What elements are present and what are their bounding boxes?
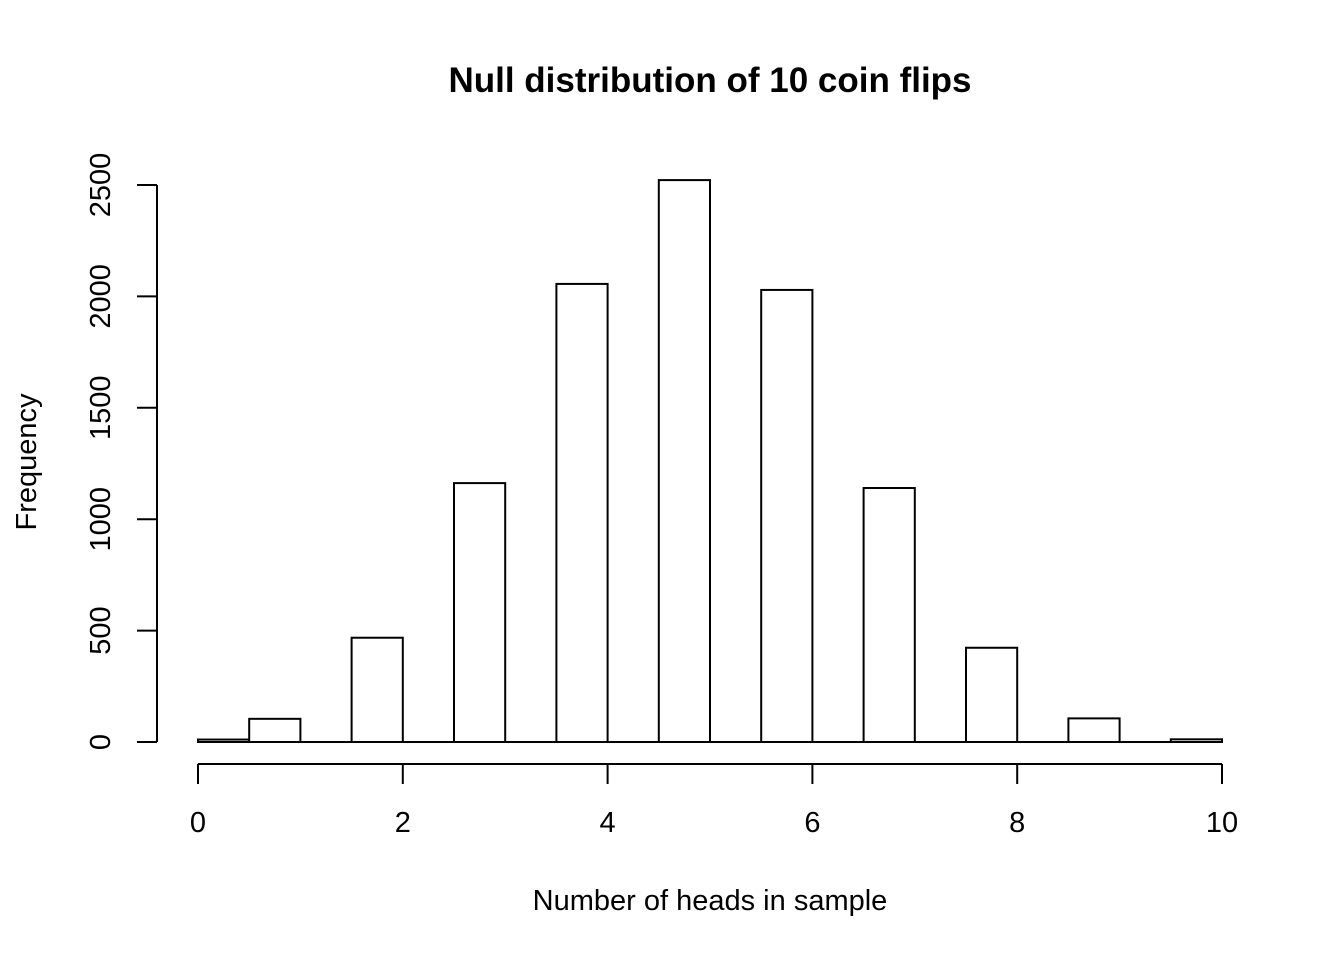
histogram-bar — [760, 288, 814, 743]
histogram-bar — [862, 487, 916, 743]
bars-group — [197, 179, 1224, 744]
histogram-bar — [1169, 738, 1224, 744]
x-tick-label: 4 — [600, 807, 616, 839]
histogram-bar — [197, 738, 251, 743]
x-axis: 0 2 4 6 8 10 — [190, 763, 1238, 839]
x-axis-label: Number of heads in sample — [533, 885, 888, 917]
x-tick-label: 2 — [395, 807, 411, 839]
x-tick-label: 0 — [190, 807, 206, 839]
y-axis: 0 500 1000 1500 2000 2500 — [85, 153, 158, 750]
x-tick-label: 10 — [1206, 807, 1238, 839]
chart-title: Null distribution of 10 coin flips — [448, 61, 971, 100]
histogram-bar — [1067, 717, 1121, 743]
histogram-bar — [965, 646, 1019, 744]
y-tick-label: 1500 — [85, 376, 117, 441]
histogram-bar — [453, 482, 507, 743]
histogram-bar — [350, 636, 404, 744]
y-tick-label: 500 — [85, 606, 117, 654]
y-tick-label: 0 — [85, 734, 117, 750]
y-tick-label: 2500 — [85, 153, 117, 218]
histogram-bar — [248, 717, 302, 743]
y-tick-label: 2000 — [85, 264, 117, 329]
y-axis-label: Frequency — [11, 393, 43, 531]
x-tick-label: 8 — [1009, 807, 1025, 839]
y-tick-label: 1000 — [85, 487, 117, 552]
x-tick-label: 6 — [804, 807, 820, 839]
histogram-bar — [555, 282, 609, 743]
histogram-bar — [657, 179, 711, 744]
